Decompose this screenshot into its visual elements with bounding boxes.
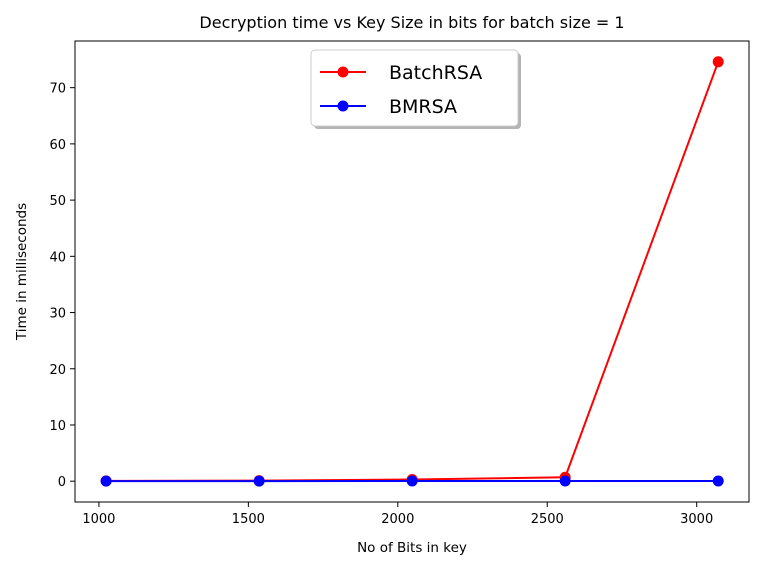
y-tick-label: 30	[49, 307, 66, 322]
legend-label-bmrsa: BMRSA	[389, 96, 457, 118]
y-axis-title: Time in milliseconds	[14, 203, 30, 341]
data-point-bmrsa	[560, 476, 571, 487]
chart-title: Decryption time vs Key Size in bits for …	[199, 13, 624, 32]
y-tick-label: 50	[49, 194, 66, 209]
x-axis-title: No of Bits in key	[357, 540, 467, 556]
data-point-batchrsa	[713, 56, 724, 67]
x-tick-label: 3000	[680, 512, 713, 527]
legend-label-batchrsa: BatchRSA	[389, 62, 482, 84]
data-point-bmrsa	[254, 476, 265, 487]
y-axis: 0 10 20 30 40 50 60 70	[49, 82, 75, 491]
x-tick-label: 1000	[82, 512, 115, 527]
y-tick-label: 10	[49, 419, 66, 434]
data-point-bmrsa	[713, 475, 724, 486]
data-point-bmrsa	[407, 476, 418, 487]
x-tick-label: 2000	[381, 512, 414, 527]
y-tick-label: 40	[49, 250, 66, 265]
legend: BatchRSA BMRSA	[311, 50, 521, 129]
y-tick-label: 70	[49, 82, 66, 97]
y-tick-label: 20	[49, 363, 66, 378]
x-tick-label: 1500	[232, 512, 265, 527]
legend-swatch-marker-bmrsa	[338, 101, 349, 112]
x-axis: 1000 1500 2000 2500 3000	[82, 502, 713, 527]
legend-swatch-marker-batchrsa	[338, 67, 349, 78]
y-tick-label: 60	[49, 138, 66, 153]
x-tick-label: 2500	[531, 512, 564, 527]
data-point-bmrsa	[101, 476, 112, 487]
y-tick-label: 0	[58, 475, 66, 490]
